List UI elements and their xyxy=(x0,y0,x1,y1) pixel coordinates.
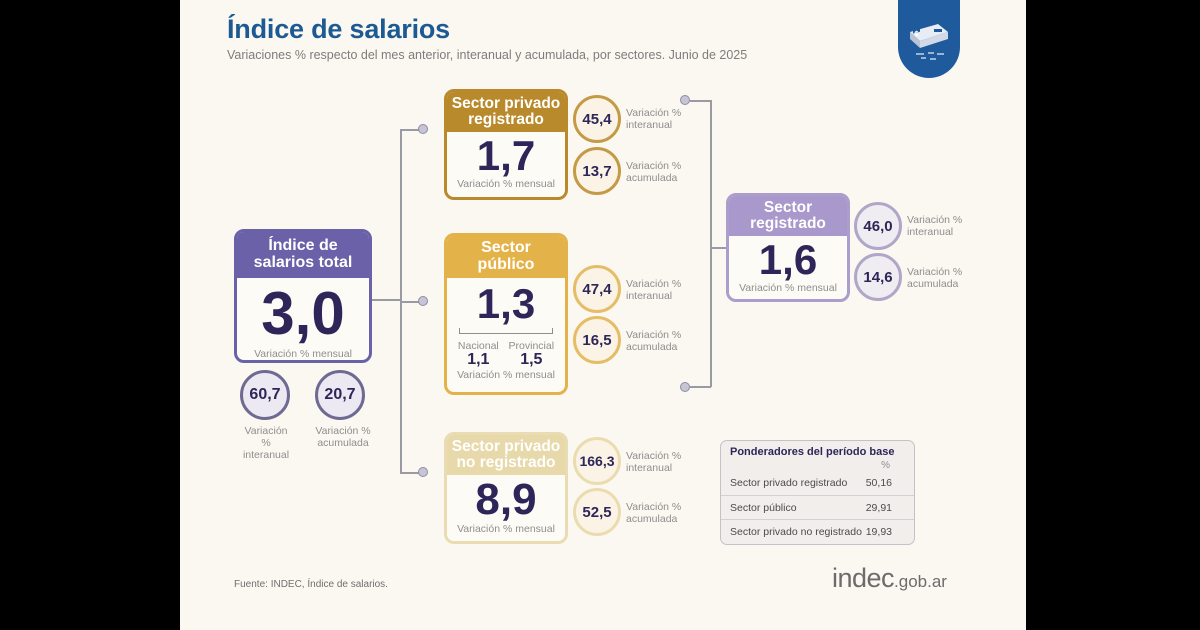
public-monthly-label: Variación % mensual xyxy=(457,369,555,381)
money-stack-icon: $ xyxy=(910,24,948,60)
private-registered-monthly-label: Variación % mensual xyxy=(457,178,555,190)
connector-line xyxy=(690,100,711,102)
public-accumulated-label: Variación % acumulada xyxy=(626,329,682,354)
public-interannual-value: 47,4 xyxy=(573,265,621,313)
public-breakdown: Nacional 1,1 Provincial 1,5 xyxy=(447,340,565,368)
private-registered-accumulated-label: Variación % acumulada xyxy=(626,160,682,185)
registered-monthly-label: Variación % mensual xyxy=(739,282,837,294)
registered-sector-title: Sector registrado xyxy=(729,196,847,236)
connector-line xyxy=(400,301,420,303)
page-title: Índice de salarios xyxy=(227,14,450,44)
private-unregistered-interannual-value: 166,3 xyxy=(573,437,621,485)
connector-line xyxy=(400,129,420,131)
connector-line xyxy=(710,247,728,249)
private-unregistered-card: Sector privado no registrado 8,9 Variaci… xyxy=(444,432,568,544)
provincial-value: 1,5 xyxy=(520,351,543,368)
connector-line xyxy=(400,472,420,474)
total-index-title: Índice de salarios total xyxy=(237,232,369,278)
page-subtitle: Variaciones % respecto del mes anterior,… xyxy=(227,48,748,62)
private-registered-title: Sector privado registrado xyxy=(447,92,565,132)
connector-dot xyxy=(680,382,690,392)
connector-dot xyxy=(680,95,690,105)
registered-sector-card: Sector registrado 1,6 Variación % mensua… xyxy=(726,193,850,302)
table-row: Sector público 29,91 xyxy=(721,495,914,519)
private-registered-accumulated-value: 13,7 xyxy=(573,147,621,195)
connector-line xyxy=(372,299,400,301)
public-accumulated-value: 16,5 xyxy=(573,316,621,364)
private-unregistered-title: Sector privado no registrado xyxy=(447,435,565,475)
private-registered-interannual-label: Variación % interanual xyxy=(626,107,682,132)
provincial-label: Provincial xyxy=(508,340,555,352)
table-row: Sector privado no registrado 19,93 xyxy=(721,519,914,543)
private-registered-monthly-value: 1,7 xyxy=(476,132,536,179)
source-note: Fuente: INDEC, Índice de salarios. xyxy=(234,579,388,590)
public-sector-title: Sector público xyxy=(447,236,565,278)
connector-line xyxy=(710,100,712,387)
total-monthly-value: 3,0 xyxy=(261,280,345,347)
registered-interannual-value: 46,0 xyxy=(854,202,902,250)
registered-accumulated-value: 14,6 xyxy=(854,253,902,301)
registered-monthly-value: 1,6 xyxy=(758,236,818,283)
private-unregistered-monthly-label: Variación % mensual xyxy=(457,523,555,535)
weights-table-unit: % xyxy=(881,460,890,471)
national-label: Nacional xyxy=(457,340,499,352)
total-monthly-label: Variación % mensual xyxy=(254,348,352,360)
registered-interannual-label: Variación % interanual xyxy=(907,214,963,239)
registered-accumulated-label: Variación % acumulada xyxy=(907,266,963,291)
private-unregistered-monthly-value: 8,9 xyxy=(475,475,537,524)
public-breakdown-bracket xyxy=(459,328,553,334)
total-accumulated-value: 20,7 xyxy=(315,370,365,420)
national-value: 1,1 xyxy=(467,351,490,368)
total-interannual-label: Variación % interanual xyxy=(242,425,290,462)
total-interannual-value: 60,7 xyxy=(240,370,290,420)
public-interannual-label: Variación % interanual xyxy=(626,278,682,303)
svg-text:$: $ xyxy=(914,30,919,38)
private-unregistered-accumulated-value: 52,5 xyxy=(573,488,621,536)
private-unregistered-accumulated-label: Variación % acumulada xyxy=(626,501,682,526)
connector-dot xyxy=(418,467,428,477)
connector-line xyxy=(690,386,711,388)
connector-dot xyxy=(418,124,428,134)
connector-dot xyxy=(418,296,428,306)
weights-table: Ponderadores del período base % Sector p… xyxy=(720,440,915,545)
total-index-card: Índice de salarios total 3,0 Variación %… xyxy=(234,229,372,363)
public-monthly-value: 1,3 xyxy=(476,280,536,327)
public-sector-card: Sector público 1,3 Nacional 1,1 Provinci… xyxy=(444,233,568,395)
header-badge: $ xyxy=(898,0,960,78)
private-registered-card: Sector privado registrado 1,7 Variación … xyxy=(444,89,568,200)
private-registered-interannual-value: 45,4 xyxy=(573,95,621,143)
private-unregistered-interannual-label: Variación % interanual xyxy=(626,450,682,475)
table-row: Sector privado registrado 50,16 xyxy=(730,477,892,489)
indec-logo: indec.gob.ar xyxy=(832,563,947,593)
weights-table-title: Ponderadores del período base xyxy=(730,446,895,458)
total-accumulated-label: Variación % acumulada xyxy=(315,425,371,450)
